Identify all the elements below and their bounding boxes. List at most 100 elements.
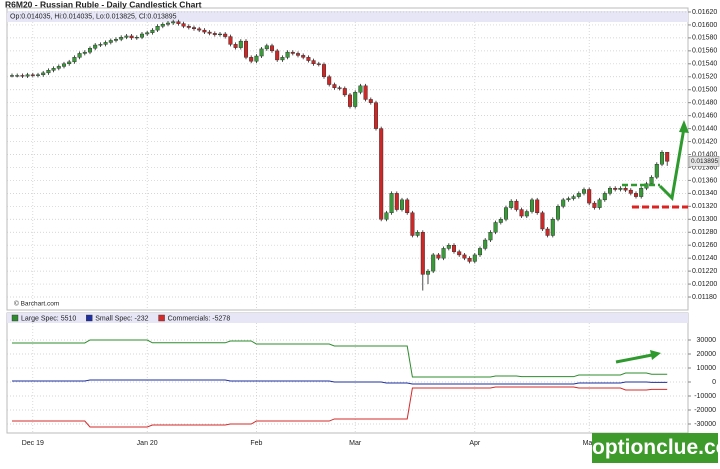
ohlc-info: Op:0.014035, Hi:0.014035, Lo:0.013825, C…	[10, 13, 177, 20]
y-tick-label: 0.01220	[692, 268, 717, 275]
y-tick-label: 0.01240	[692, 255, 717, 262]
watermark: optionclue.com	[592, 433, 720, 463]
candle-body	[259, 48, 264, 57]
price-panel	[6, 7, 689, 311]
candle-body	[113, 38, 118, 41]
chart-title: R6M20 - Russian Ruble - Daily Candlestic…	[5, 0, 202, 9]
candle-body	[415, 232, 420, 236]
candle-body	[327, 76, 332, 85]
candle-body	[368, 99, 373, 103]
candle-body	[160, 24, 165, 27]
candle-body	[441, 248, 446, 259]
legend-label: Small Spec: -232	[95, 315, 148, 322]
y-tick-label: 0.01520	[692, 74, 717, 81]
candle-body	[363, 85, 368, 100]
candle-body	[358, 85, 363, 93]
candle-body	[171, 21, 176, 24]
candle-body	[400, 199, 405, 210]
legend-label: Large Spec: 5510	[21, 315, 76, 322]
candle-body	[535, 199, 540, 214]
candle-body	[202, 29, 207, 33]
candle-body	[426, 270, 431, 275]
candle-body	[306, 57, 311, 61]
arrow-head	[650, 350, 661, 360]
series-line	[12, 379, 668, 385]
candle-body	[436, 254, 441, 259]
candle-body	[82, 51, 87, 54]
candle-body	[228, 36, 233, 45]
candle-body	[348, 94, 353, 107]
candle-body	[545, 228, 550, 236]
candle-body	[405, 199, 410, 214]
x-tick-label: May	[583, 440, 597, 447]
candle-body	[254, 55, 259, 62]
candle-body	[379, 128, 384, 220]
candle-body	[51, 68, 56, 71]
candle-body	[608, 187, 613, 194]
candle-body	[186, 26, 191, 28]
candle-body	[62, 63, 67, 67]
candle-body	[41, 72, 46, 76]
y-tick-label: 0.01620	[692, 9, 717, 16]
candle-body	[582, 189, 587, 194]
candle-body	[660, 152, 665, 165]
candle-body	[566, 198, 571, 201]
y-tick-label: 0.01460	[692, 112, 717, 119]
y-tick-label: 0.01600	[692, 22, 717, 29]
candle-body	[665, 152, 670, 162]
annotations	[615, 120, 689, 364]
y-tick-label: 10000	[697, 365, 717, 372]
candle-body	[46, 70, 51, 74]
candle-body	[504, 207, 509, 220]
candle-body	[87, 48, 92, 53]
candle-body	[462, 254, 467, 259]
candle-body	[649, 176, 654, 184]
arrow-head	[679, 120, 689, 133]
x-tick-label: Feb	[250, 440, 262, 447]
candle-body	[270, 45, 275, 52]
candle-body	[639, 187, 644, 197]
candle-body	[394, 193, 399, 210]
trend-arrow	[615, 353, 653, 364]
y-tick-label: 0.01420	[692, 138, 717, 145]
candle-body	[191, 27, 196, 30]
candle-body	[103, 42, 108, 45]
legend-bar	[7, 313, 688, 323]
candle-body	[592, 202, 597, 208]
candle-body	[540, 212, 545, 230]
y-tick-label: 0.01200	[692, 281, 717, 288]
candle-body	[467, 257, 472, 262]
candle-body	[176, 21, 181, 24]
plot-layer: 0.01180 0.01200 0.01220 0.01240 0.01260 0.012…	[7, 9, 720, 447]
source: © Barchart.com	[14, 300, 59, 308]
y-tick-label: 0.01580	[692, 35, 717, 42]
candle-body	[264, 45, 269, 50]
candle-body	[238, 40, 243, 48]
candle-body	[129, 35, 134, 39]
candle-body	[550, 219, 555, 236]
candle-body	[488, 232, 493, 241]
candle-body	[420, 232, 425, 275]
legend-swatch	[158, 314, 165, 322]
y-tick-label: 0.01340	[692, 190, 717, 197]
candle-body	[56, 66, 61, 69]
legend-swatch	[11, 314, 19, 322]
candle-body	[150, 29, 155, 33]
candle-body	[311, 60, 316, 65]
candle-body	[353, 92, 358, 107]
candle-body	[197, 28, 202, 31]
candle-body	[275, 50, 280, 61]
candle-body	[602, 193, 607, 201]
y-tick-label: 0.01440	[692, 125, 717, 132]
candle-body	[587, 189, 592, 204]
candle-body	[77, 53, 82, 58]
candle-body	[15, 75, 20, 77]
legend-swatch	[86, 314, 93, 322]
y-tick-label: 0.01500	[692, 87, 717, 94]
candle-body	[478, 248, 483, 256]
last-price-tag	[688, 156, 720, 167]
info-bar	[7, 11, 688, 22]
candle-body	[472, 254, 477, 262]
y-tick-label: 0.01180	[692, 294, 717, 301]
